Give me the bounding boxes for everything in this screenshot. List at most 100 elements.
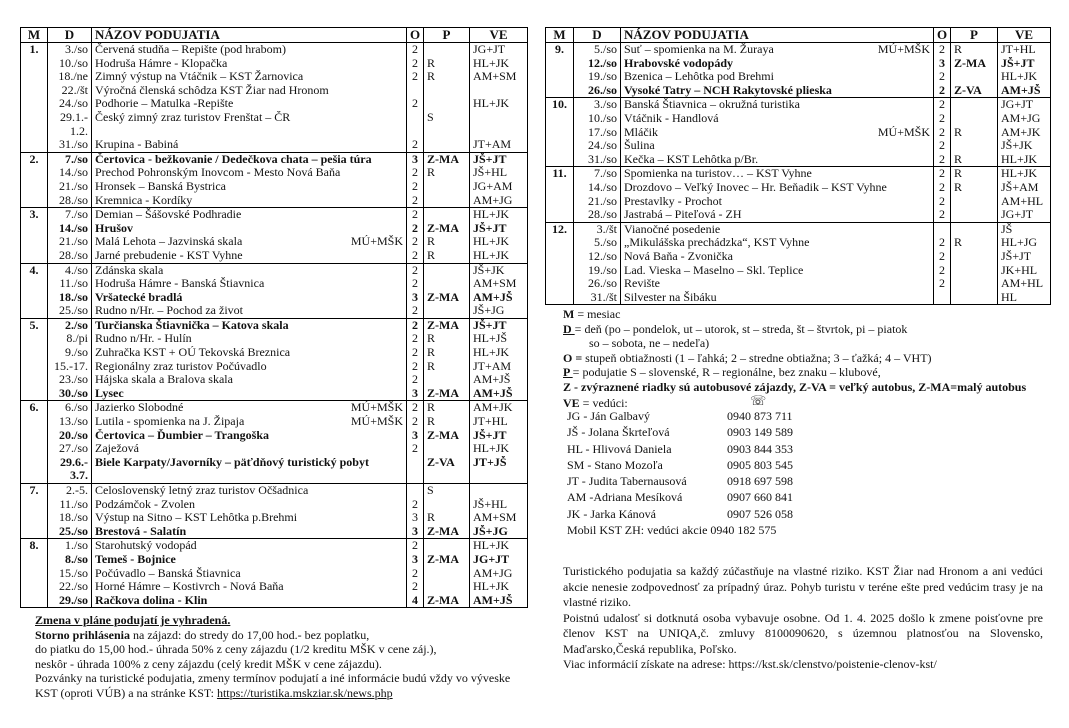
table-row: 15.-17. Regionálny zraz turistov Počúvadl…: [20, 359, 528, 374]
event-difficulty: 2: [933, 83, 951, 98]
event-difficulty: 2: [406, 193, 424, 208]
event-name: Český zimný zraz turistov Frenštat – ČR: [95, 110, 291, 124]
month-group: 9. 5./so Suť – spomienka na M. Žuraya MÚ+MŠ…: [545, 42, 1051, 98]
event-name-cell: Celoslovenský letný zraz turistov Očšadn…: [91, 483, 407, 498]
event-name-wrap: Rudno n/Hr. - Hulín: [95, 332, 403, 346]
table-row: 22./št Výročná členská schôdza KST Žiar n…: [20, 83, 528, 98]
event-partner: MÚ+MŠK: [350, 235, 403, 249]
event-date: 26./so: [573, 277, 621, 291]
month-number: 8.: [20, 538, 48, 553]
table-row: 31./so Krupina - Babiná 2 JT+AM: [20, 138, 528, 153]
event-name-cell: Biele Karpaty/Javorníky – päťdňový turis…: [91, 455, 407, 484]
event-type: [950, 208, 998, 223]
event-name-cell: Starohutský vodopád: [91, 538, 407, 553]
event-difficulty: 2: [933, 111, 951, 126]
event-name-cell: Lutila - spomienka na J. Žipaja MÚ+MŠK: [91, 415, 407, 429]
month-number: [20, 593, 48, 608]
event-name-cell: Výročná členská schôdza KST Žiar nad Hro…: [91, 83, 407, 98]
month-number: 12.: [545, 222, 574, 237]
legend-o-value: stupeň obtiažnosti (1 – ľahká; 2 – stred…: [582, 350, 932, 365]
contact-phone: 0905 803 545: [727, 457, 793, 472]
event-date: 7./so: [47, 207, 92, 222]
event-name: Prechod Pohronským Inovcom - Mesto Nová …: [95, 166, 341, 180]
event-date: 13./so: [47, 415, 92, 429]
info-line: Pozvánky na turistické podujatia, zmeny …: [35, 671, 511, 685]
event-name-cell: Výstup na Sitno – KST Lehôtka p.Brehmi: [91, 511, 407, 525]
table-row: 9./so Zuhračka KST + OÚ Tekovská Breznica…: [20, 346, 528, 360]
event-date: 12./so: [573, 249, 621, 264]
table-row: 4. 4./so Zdánska skala 2 JŠ+JK: [20, 263, 528, 278]
event-name-cell: Zaježová: [91, 442, 407, 456]
event-difficulty: 2: [406, 332, 424, 347]
table-row: 19./so Lad. Vieska – Maselno – Skl. Tepli…: [545, 263, 1051, 278]
table-row: 9. 5./so Suť – spomienka na M. Žuraya MÚ+MŠ…: [545, 42, 1051, 57]
event-date: 10./so: [47, 56, 92, 71]
event-name: Počúvadlo – Banská Štiavnica: [95, 566, 241, 580]
event-date: 19./so: [573, 263, 621, 278]
event-leaders: JT+HL: [469, 415, 528, 429]
month-number: [20, 277, 48, 291]
event-leaders: AM+SM: [469, 511, 528, 525]
event-difficulty: 2: [406, 138, 424, 153]
event-leaders: HL+JK: [469, 97, 528, 111]
event-name-wrap: Bzenica – Lehôtka pod Brehmi: [624, 70, 930, 84]
month-number: [20, 221, 48, 236]
table-header: M D NÁZOV PODUJATIA O P VE: [20, 27, 528, 43]
event-date: 29.1.- 1.2.: [47, 110, 92, 139]
table-row: 12./so Hrabovské vodopády 3 Z-MA JŠ+JT: [545, 56, 1051, 71]
legend-d-key: D: [563, 321, 575, 336]
contact-row: JG - Ján Galbavý 0940 873 711: [567, 408, 793, 424]
event-type: [423, 42, 470, 57]
event-name: Biele Karpaty/Javorníky – päťdňový turis…: [95, 455, 369, 469]
event-type: R: [950, 236, 998, 250]
month-group: 1. 3./so Červená studňa – Repište (pod hra…: [20, 42, 528, 153]
event-name-cell: Hájska skala a Bralova skala: [91, 373, 407, 387]
event-name-cell: Jastrabá – Piteľová - ZH: [620, 208, 934, 223]
legend-ve-key: VE: [563, 396, 580, 410]
table-row: 23./so Hájska skala a Bralova skala 2 AM+JŠ: [20, 373, 528, 387]
event-name: Spomienka na turistov… – KST Vyhne: [624, 166, 812, 181]
month-number: [545, 139, 574, 153]
event-type: R: [950, 42, 998, 57]
event-type: Z-MA: [423, 386, 470, 401]
event-date: 29./so: [47, 593, 92, 608]
event-name-cell: Jarné prebudenie - KST Vyhne: [91, 248, 407, 263]
event-leaders: JŠ+JK: [469, 263, 528, 278]
event-type: [950, 97, 998, 112]
event-name-wrap: Brestová - Salatín: [95, 525, 403, 539]
month-number: [20, 179, 48, 194]
event-name: Čertovica – Ďumbier – Trangoška: [95, 428, 269, 442]
event-leaders: JT+JŠ: [469, 455, 528, 484]
header-difficulty: O: [933, 27, 951, 43]
event-name-wrap: Výročná členská schôdza KST Žiar nad Hro…: [95, 84, 403, 98]
table-row: 10./so Vtáčnik - Handlová 2 AM+JG: [545, 111, 1051, 126]
contact-name: SM - Stano Mozoľa: [567, 457, 663, 472]
event-type: Z-MA: [423, 552, 470, 567]
table-row: 11. 7./so Spomienka na turistov… – KST Vyh…: [545, 166, 1051, 181]
table-row: 11./so Podzámčok - Zvolen 2 JŠ+HL: [20, 497, 528, 512]
news-link[interactable]: https://turistika.mskziar.sk/news.php: [216, 685, 393, 700]
month-number: 7.: [20, 483, 48, 498]
event-type: [423, 304, 470, 319]
event-date: 9./so: [47, 346, 92, 360]
event-name: Kečka – KST Lehôtka p/Br.: [624, 152, 759, 166]
event-name-cell: Horné Hámre – Kostivrch - Nová Baňa: [91, 580, 407, 594]
event-name: Jarné prebudenie - KST Vyhne: [95, 248, 243, 262]
event-leaders: AM+JŠ: [469, 593, 528, 608]
table-row: 18./so Výstup na Sitno – KST Lehôtka p.Br…: [20, 511, 528, 525]
event-difficulty: 2: [406, 235, 424, 249]
event-leaders: JŠ+JT: [469, 221, 528, 236]
event-leaders: JG+JT: [997, 97, 1051, 112]
event-leaders: AM+JG: [997, 111, 1051, 126]
contact-row: HL - Hlivová Daniela 0903 844 353: [567, 441, 793, 457]
events-table-jan-aug: M D NÁZOV PODUJATIA O P VE 1. 3./so Červen…: [20, 27, 528, 609]
contact-name: JT - Judita Tabernausová: [567, 474, 687, 489]
contact-row: JŠ - Jolana Škrteľová 0903 149 589: [567, 424, 793, 440]
event-name-wrap: Zdánska skala: [95, 263, 403, 278]
event-name-wrap: „Mikulášska prechádzka“, KST Vyhne: [624, 236, 930, 250]
event-name-wrap: Revište: [624, 277, 930, 291]
event-name-cell: Hodruša Hámre - Klopačka: [91, 56, 407, 71]
event-leaders: JŠ+JT: [469, 152, 528, 167]
legend-ve-value: = vedúci:: [579, 396, 628, 410]
event-date: 2./so: [47, 318, 92, 333]
